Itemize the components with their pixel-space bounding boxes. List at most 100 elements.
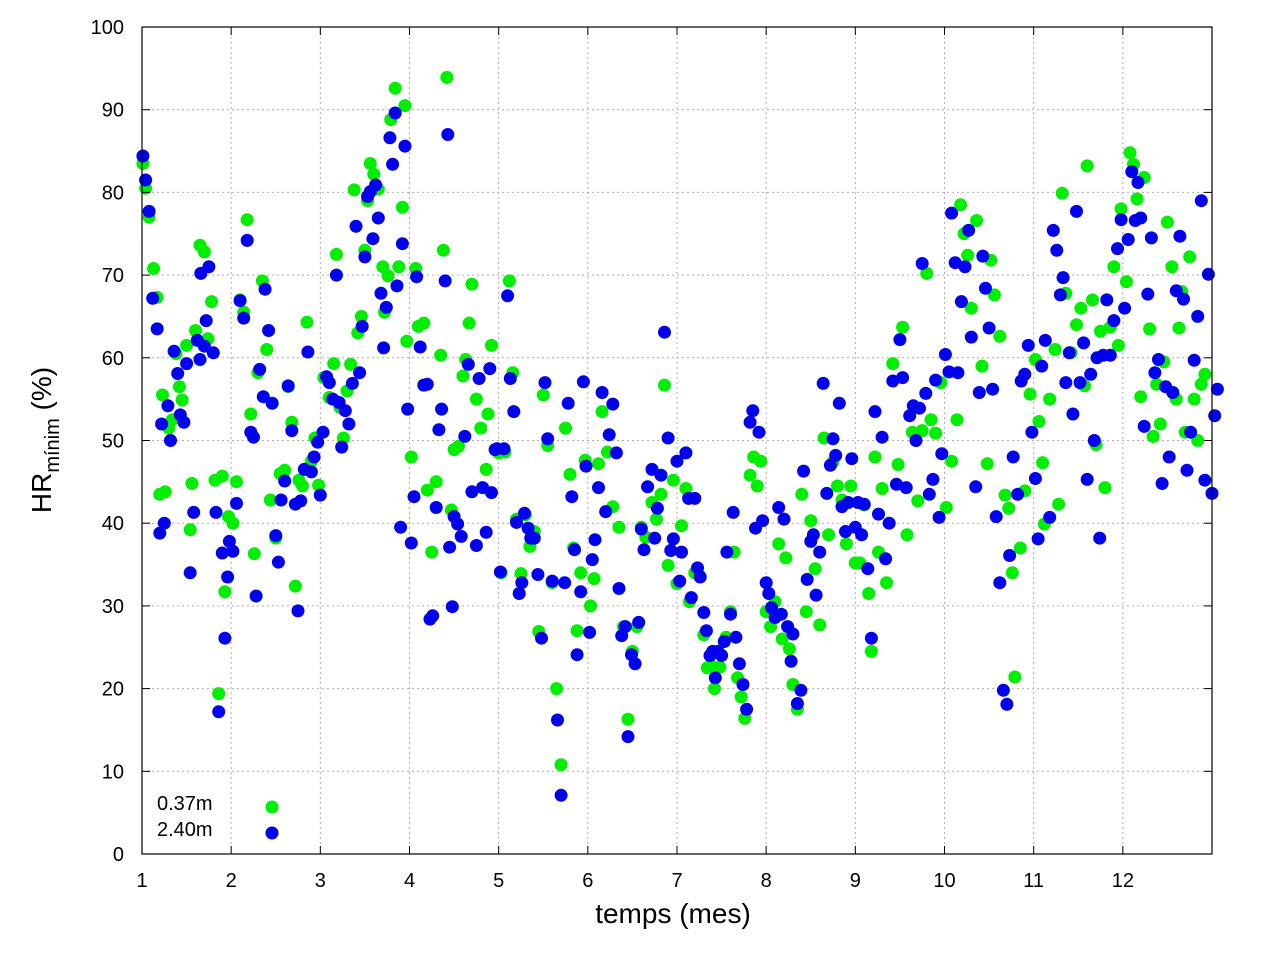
data-point — [882, 516, 896, 530]
data-point — [1036, 456, 1050, 470]
data-point — [729, 630, 743, 644]
data-point — [347, 183, 361, 197]
data-point — [313, 488, 327, 502]
data-point — [458, 429, 472, 443]
data-point — [826, 432, 840, 446]
data-point — [708, 682, 721, 696]
data-point — [398, 99, 412, 113]
data-point — [355, 319, 369, 333]
data-point — [322, 376, 336, 390]
data-point — [574, 566, 588, 580]
data-point — [864, 644, 878, 658]
data-point — [765, 601, 778, 615]
data-point — [861, 562, 875, 576]
data-point — [469, 539, 483, 552]
data-point — [425, 545, 439, 559]
data-point — [945, 454, 959, 468]
data-point — [1148, 366, 1162, 380]
data-point — [713, 660, 727, 674]
x-tick-label: 3 — [315, 870, 326, 892]
data-point — [304, 465, 318, 479]
data-point — [398, 139, 412, 153]
data-point — [823, 458, 837, 472]
x-tick-label: 11 — [1023, 870, 1044, 892]
data-point — [986, 382, 1000, 396]
data-point — [857, 497, 871, 511]
data-point — [752, 425, 766, 439]
y-axis-title-sub: mínim — [42, 418, 64, 472]
data-point — [1087, 434, 1101, 447]
data-point — [1043, 392, 1057, 406]
data-point — [1130, 192, 1144, 206]
data-point — [349, 219, 363, 233]
data-point — [497, 442, 511, 456]
data-point — [366, 232, 380, 246]
data-point — [1162, 450, 1176, 464]
data-point — [164, 434, 177, 447]
data-point — [1070, 204, 1083, 218]
data-point — [664, 544, 678, 557]
data-point — [300, 315, 314, 329]
data-point — [316, 425, 330, 439]
data-point — [756, 514, 770, 528]
data-point — [301, 345, 315, 359]
data-point — [1055, 186, 1069, 200]
y-axis-title-main: HR — [26, 473, 57, 513]
data-point — [404, 536, 418, 550]
data-point — [240, 213, 254, 227]
data-point — [212, 687, 226, 701]
data-point — [813, 545, 827, 559]
data-point — [344, 357, 358, 371]
data-point — [146, 291, 160, 305]
data-point — [438, 274, 452, 288]
data-point — [845, 452, 859, 466]
data-point — [993, 576, 1007, 590]
data-point — [559, 421, 572, 435]
data-point — [972, 386, 986, 399]
data-point — [485, 486, 498, 500]
data-point — [1173, 229, 1187, 243]
data-point — [185, 477, 199, 490]
data-point — [1201, 267, 1215, 281]
legend-marker-series-2 — [265, 826, 279, 840]
legend: 0.37m 2.40m — [157, 793, 279, 841]
data-point — [249, 589, 263, 603]
x-tick-label: 9 — [850, 870, 861, 892]
data-point — [1134, 211, 1148, 225]
data-point — [281, 379, 295, 393]
data-point — [479, 525, 493, 539]
data-point — [612, 582, 626, 595]
data-point — [307, 450, 321, 464]
data-point — [1208, 409, 1222, 423]
data-point — [1187, 392, 1201, 406]
data-point — [1141, 287, 1155, 301]
y-tick-label: 30 — [102, 596, 124, 618]
data-point — [1194, 377, 1208, 391]
data-point — [507, 405, 521, 419]
data-point — [1013, 541, 1027, 555]
data-point — [1035, 359, 1049, 373]
data-point — [338, 404, 352, 418]
data-point — [641, 480, 655, 494]
data-point — [395, 200, 409, 214]
data-point — [1032, 415, 1046, 428]
data-point — [618, 620, 632, 634]
data-point — [150, 322, 164, 336]
data-point — [637, 543, 651, 557]
data-point — [717, 635, 731, 648]
data-point — [584, 599, 597, 613]
data-point — [218, 631, 232, 645]
data-point — [804, 514, 818, 528]
data-point — [970, 214, 984, 227]
data-point — [426, 609, 440, 623]
data-point — [401, 402, 415, 416]
data-point — [465, 485, 479, 499]
data-point — [1006, 450, 1020, 464]
data-point — [732, 657, 746, 671]
series-2-points — [136, 106, 1224, 802]
series-1-points — [136, 70, 1212, 772]
data-point — [197, 245, 211, 259]
data-point — [1023, 387, 1037, 401]
data-point — [875, 430, 889, 444]
data-point — [621, 730, 635, 744]
